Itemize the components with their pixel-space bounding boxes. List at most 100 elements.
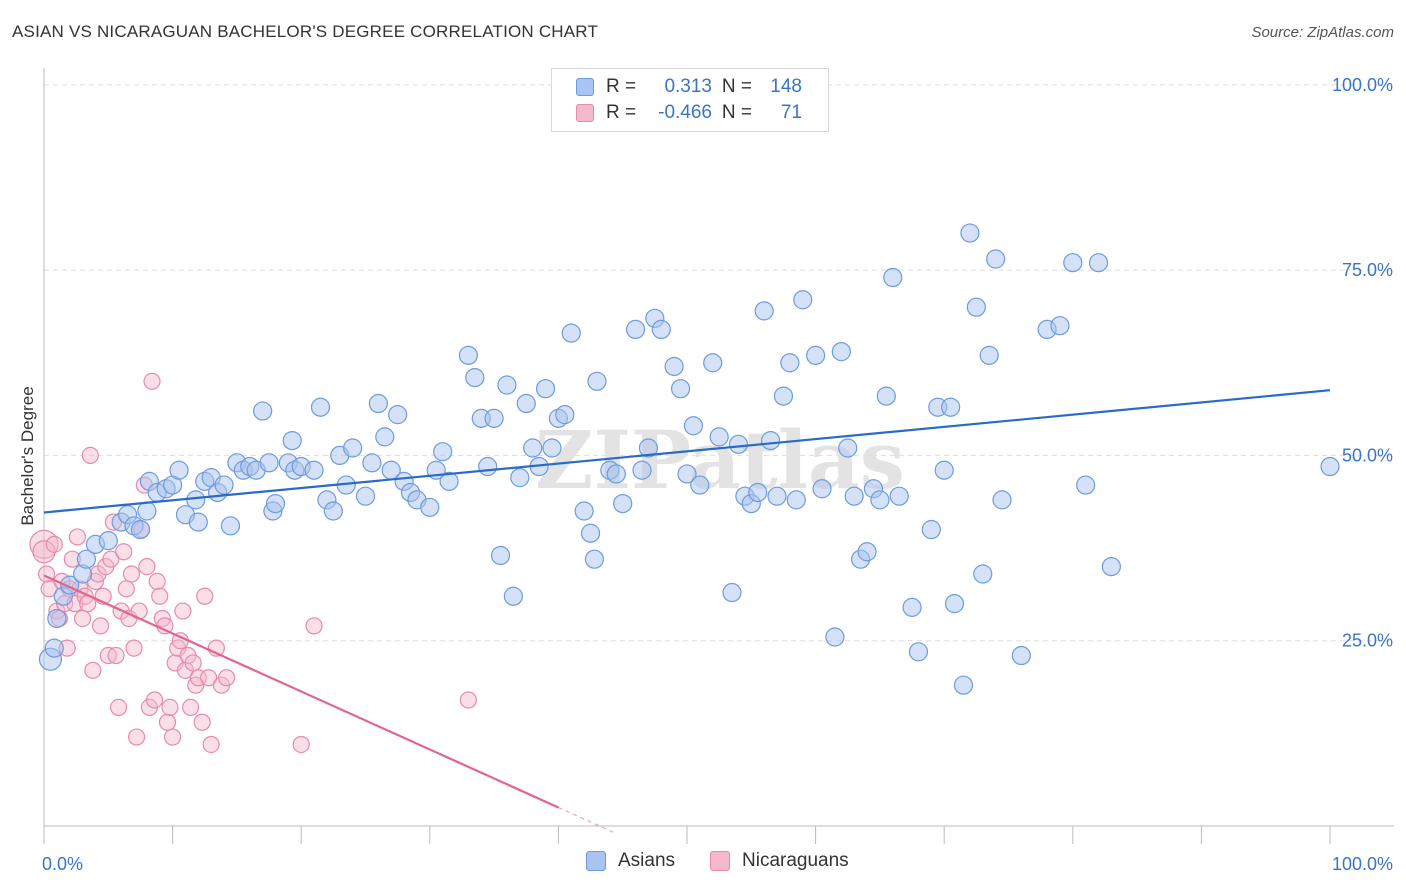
asian-point	[1063, 253, 1083, 273]
nicaraguan-point	[40, 580, 58, 598]
asian-point	[709, 427, 729, 447]
asian-point	[703, 353, 723, 373]
asian-point	[169, 460, 189, 480]
asian-point	[831, 342, 851, 362]
r-label: R =	[606, 76, 637, 97]
asian-point	[793, 290, 813, 310]
asian-point	[722, 582, 742, 603]
asian-point	[632, 460, 652, 480]
asian-point	[889, 486, 909, 506]
nicaraguan-point	[91, 617, 110, 635]
asian-point	[580, 523, 601, 543]
asians-swatch	[576, 78, 594, 96]
nicaraguans-points	[29, 372, 477, 754]
asian-point	[433, 442, 453, 462]
asian-point	[979, 345, 999, 365]
n-value: 71	[780, 102, 802, 123]
asian-point	[683, 416, 704, 436]
asian-point	[812, 479, 832, 499]
asian-point	[883, 267, 903, 288]
asian-point	[420, 497, 440, 517]
asian-point	[992, 490, 1012, 510]
asian-point	[523, 438, 543, 458]
nicaraguans-trendline	[43, 574, 559, 809]
asian-point	[343, 438, 363, 458]
asian-point	[137, 501, 157, 521]
nicaraguan-point	[138, 557, 156, 576]
asian-point	[921, 519, 941, 540]
asian-point	[857, 542, 877, 562]
nicaraguan-point	[161, 698, 179, 717]
asian-point	[625, 319, 646, 340]
x-tick-label: 100.0%	[1332, 854, 1393, 874]
nicaraguan-point	[164, 728, 182, 746]
legend-item-nicaraguans: Nicaraguans	[710, 850, 849, 872]
chart-title: ASIAN VS NICARAGUAN BACHELOR'S DEGREE CO…	[12, 22, 599, 41]
asian-point	[1088, 253, 1109, 273]
nicaraguan-point	[200, 669, 218, 687]
asian-point	[44, 638, 64, 658]
asian-point	[282, 430, 302, 451]
nicaraguan-point	[73, 609, 92, 628]
asian-point	[388, 405, 408, 425]
asian-point	[47, 608, 67, 629]
asian-point	[780, 353, 800, 373]
asian-point	[130, 519, 151, 540]
asian-point	[941, 397, 961, 417]
asian-point	[186, 490, 206, 510]
asian-point	[220, 516, 241, 536]
asian-point	[574, 501, 594, 521]
asian-point	[484, 408, 504, 428]
nicaraguan-point	[127, 728, 146, 746]
asian-point	[310, 397, 331, 417]
source-label: Source: ZipAtlas.com	[1251, 24, 1394, 41]
asian-point	[986, 249, 1006, 269]
nicaraguan-point	[151, 587, 169, 605]
asian-point	[690, 475, 710, 495]
asian-point	[825, 627, 845, 647]
asian-point	[587, 371, 607, 391]
nicaraguan-point	[459, 691, 477, 709]
asian-point	[542, 438, 562, 458]
nicaraguan-point	[102, 550, 120, 568]
nicaraguan-point	[117, 580, 135, 598]
asian-point	[638, 438, 659, 458]
asian-point	[728, 434, 749, 454]
asian-point	[844, 486, 864, 506]
asian-point	[876, 386, 896, 406]
asian-point	[1076, 475, 1096, 495]
asian-point	[1011, 645, 1031, 666]
asian-point	[838, 438, 858, 458]
y-tick-label: 25.0%	[1342, 631, 1393, 651]
r-label: R =	[606, 102, 637, 123]
asian-point	[760, 430, 781, 451]
asian-point	[613, 493, 633, 514]
asian-point	[773, 386, 794, 406]
asian-point	[265, 493, 286, 514]
asian-point	[253, 401, 273, 421]
asian-point	[973, 564, 993, 584]
n-label: N =	[721, 102, 752, 123]
series-legend: Asians Nicaraguans	[0, 850, 1406, 878]
n-value: 148	[770, 76, 802, 97]
asian-point	[355, 486, 376, 506]
asian-point	[465, 367, 485, 388]
nicaraguan-point	[84, 661, 102, 679]
nicaraguan-point	[68, 528, 87, 546]
asian-point	[458, 345, 478, 365]
asian-point	[535, 379, 556, 399]
asian-point	[1050, 316, 1070, 336]
nicaraguans-swatch	[710, 851, 730, 871]
nicaraguan-point	[109, 698, 128, 717]
asian-point	[368, 393, 388, 414]
nicaraguan-point	[125, 639, 143, 657]
legend-row-asians: R = 0.313 N = 148	[576, 75, 802, 99]
asians-swatch	[586, 851, 606, 871]
nicaraguan-point	[45, 535, 63, 553]
asians-trendline	[43, 389, 1331, 514]
asian-point	[362, 453, 382, 473]
nicaraguan-point	[184, 654, 202, 672]
asian-point	[323, 501, 343, 521]
asian-point	[510, 468, 530, 488]
